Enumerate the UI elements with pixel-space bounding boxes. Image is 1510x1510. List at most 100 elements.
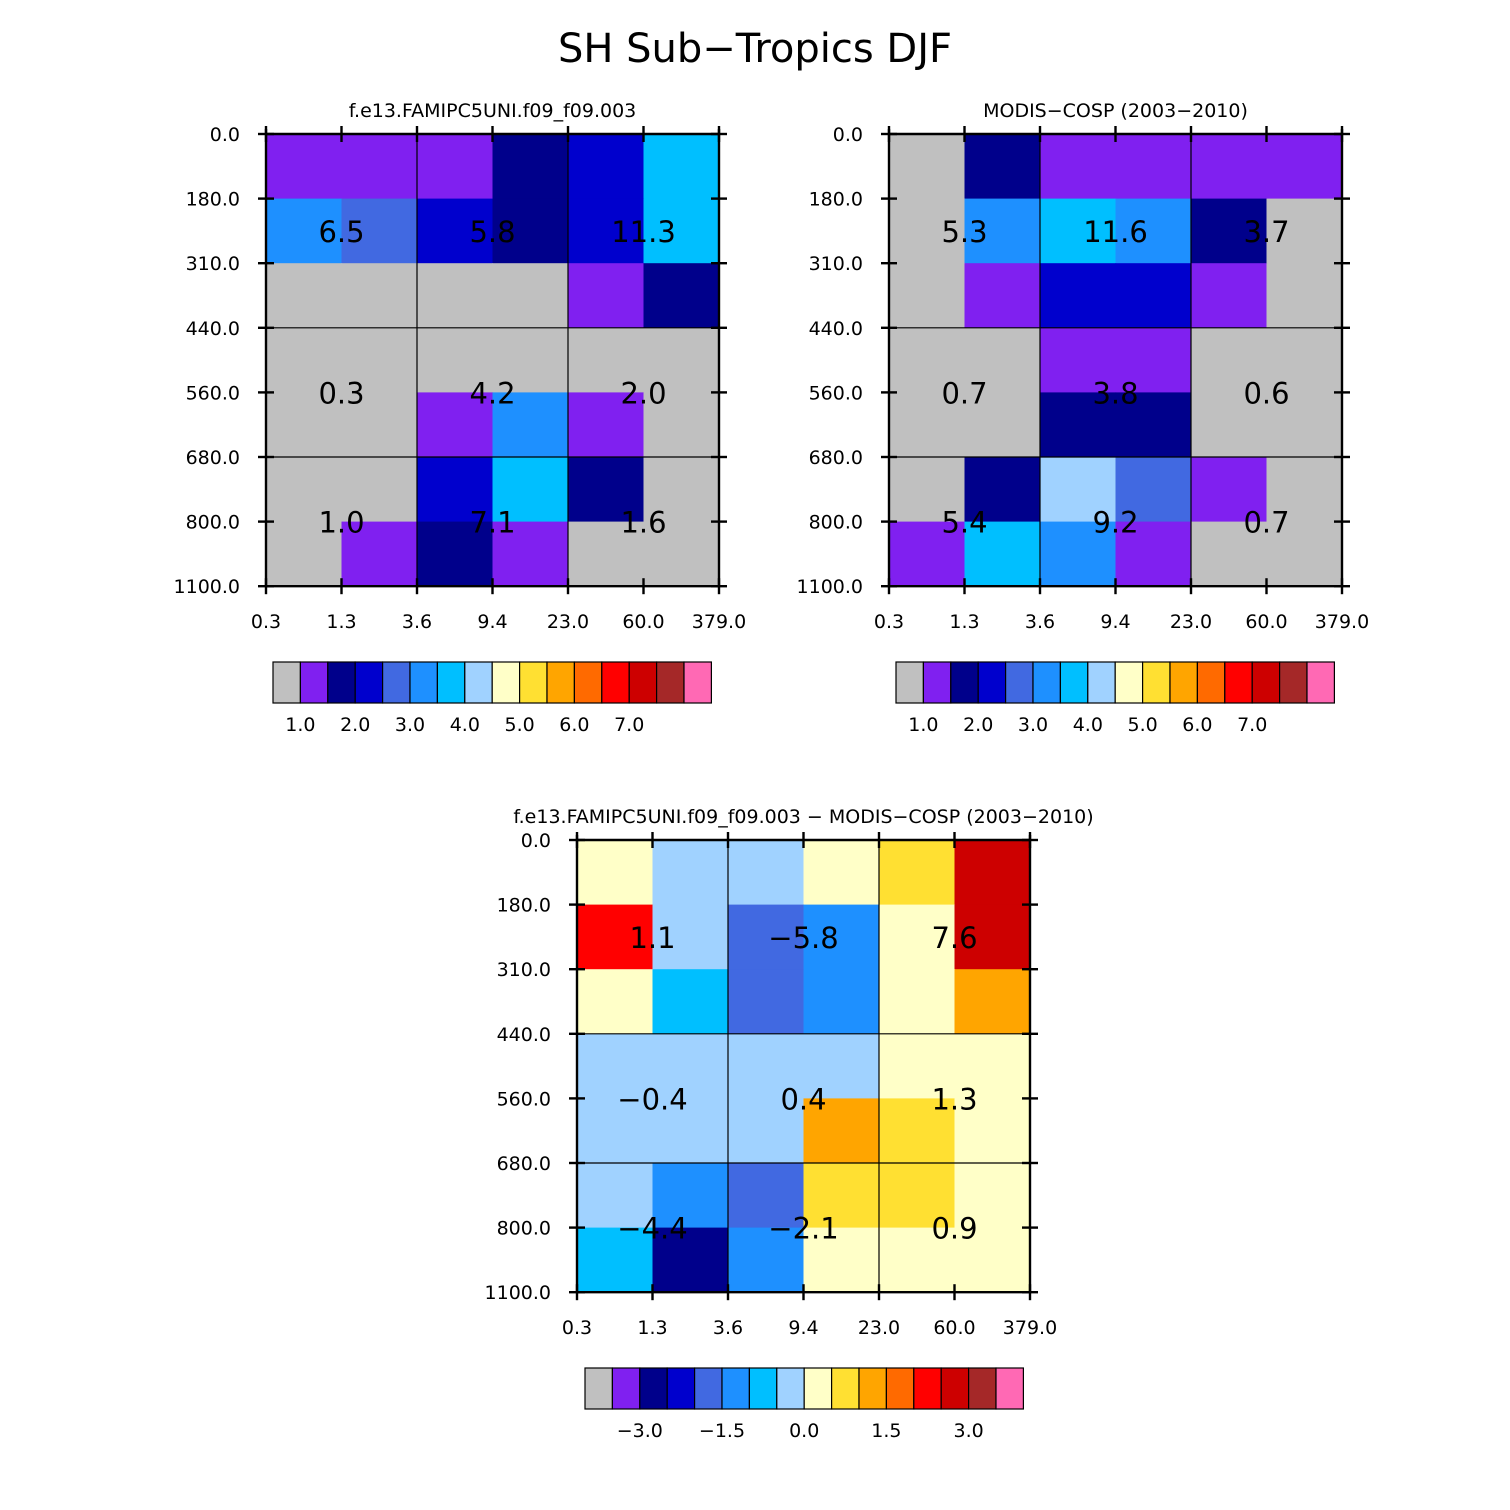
- colorbar-swatch: [601, 661, 630, 704]
- y-tick-label: 680.0: [809, 447, 863, 469]
- colorbar-swatch: [272, 661, 301, 704]
- colorbar-label: 3.0: [1018, 714, 1048, 736]
- colorbar-swatch: [299, 661, 329, 704]
- heatmap-cell: [1266, 263, 1343, 329]
- heatmap-cell: [652, 1227, 729, 1293]
- x-tick-label: 1.3: [637, 1317, 667, 1339]
- heatmap-cell: [889, 263, 966, 329]
- heatmap-cell: [341, 263, 418, 329]
- heatmap-cell: [964, 392, 1041, 458]
- heatmap-cell: [728, 1163, 805, 1229]
- heatmap-cell: [1040, 521, 1117, 587]
- heatmap-cell: [964, 457, 1041, 523]
- heatmap-cell: [879, 840, 956, 906]
- panel-title: f.e13.FAMIPC5UNI.f09_f09.003 − MODIS−COS…: [513, 806, 1093, 828]
- x-tick-label: 3.6: [1025, 611, 1055, 633]
- heatmap-cell: [643, 521, 720, 587]
- heatmap-cell: [879, 1163, 956, 1229]
- heatmap-cell: [954, 840, 1031, 906]
- colorbar-label: 7.0: [614, 714, 644, 736]
- colorbar-swatch: [1251, 661, 1281, 704]
- colorbar: 1.0 2.0 3.0 4.0 5.0 6.0 7.0: [895, 661, 1335, 736]
- colorbar-swatch: [1059, 661, 1089, 704]
- heatmap-cell: [266, 392, 343, 458]
- heatmap-cell: [1191, 198, 1268, 264]
- heatmap-cell: [1040, 392, 1117, 458]
- y-tick-label: 180.0: [497, 895, 551, 917]
- heatmap-cell: [964, 263, 1041, 329]
- group-total-label: 11.3: [611, 215, 676, 249]
- heatmap-cell: [1191, 263, 1268, 329]
- heatmap-cell: [568, 457, 645, 523]
- colorbar-label: 5.0: [504, 714, 534, 736]
- colorbar-swatch: [1224, 661, 1253, 704]
- colorbar-swatch: [546, 661, 575, 704]
- x-tick-label: 60.0: [1245, 611, 1287, 633]
- y-tick-label: 1100.0: [174, 576, 240, 598]
- y-tick-label: 0.0: [210, 124, 240, 146]
- x-tick-label: 379.0: [1315, 611, 1369, 633]
- heatmap-cell: [652, 904, 729, 970]
- heatmap-cell: [643, 134, 720, 200]
- heatmap-cell: [417, 198, 494, 264]
- heatmap-cell: [954, 904, 1031, 970]
- colorbar-swatch: [721, 1367, 750, 1410]
- heatmap-cell: [492, 521, 569, 587]
- heatmap-cell: [964, 327, 1041, 393]
- heatmap-cell: [889, 457, 966, 523]
- heatmap-cell: [1115, 521, 1192, 587]
- heatmap-cell: [568, 263, 645, 329]
- colorbar-swatch: [436, 661, 466, 704]
- colorbar-swatch: [1114, 661, 1144, 704]
- heatmap-cell: [417, 392, 494, 458]
- heatmap-cell: [728, 840, 805, 906]
- heatmap-cell: [803, 1098, 880, 1164]
- colorbar-swatch: [776, 1367, 805, 1410]
- group-total-label: 1.3: [931, 1082, 977, 1116]
- heatmap-cell: [652, 969, 729, 1035]
- group-total-label: −2.1: [768, 1212, 838, 1246]
- heatmap-cell: [577, 969, 654, 1035]
- colorbar-swatch: [885, 1367, 915, 1410]
- heatmap-cell: [643, 392, 720, 458]
- panel-3: 1.1 −5.8 7.6 −0.4 0.4 1.3 −4.4 −2.1 0.9 0.0 180.0 3…: [485, 806, 1094, 1442]
- heatmap-cell: [1115, 457, 1192, 523]
- y-tick-label: 560.0: [809, 382, 863, 404]
- y-tick-label: 800.0: [809, 512, 863, 534]
- heatmap-cell: [266, 134, 343, 200]
- heatmap-cell: [1040, 327, 1117, 393]
- heatmap-cell: [417, 327, 494, 393]
- colorbar-label: 4.0: [450, 714, 480, 736]
- heatmap-cell: [1266, 521, 1343, 587]
- x-tick-label: 23.0: [547, 611, 589, 633]
- heatmap-cell: [1191, 521, 1268, 587]
- colorbar-swatch: [1169, 661, 1198, 704]
- panel-2: 5.3 11.6 3.7 0.7 3.8 0.6 5.4 9.2 0.7 0.0 180.0 310.…: [797, 100, 1370, 736]
- colorbar-label: 7.0: [1237, 714, 1267, 736]
- x-tick-label: 3.6: [713, 1317, 743, 1339]
- group-total-label: 11.6: [1083, 215, 1148, 249]
- x-tick-label: 60.0: [933, 1317, 975, 1339]
- y-tick-label: 440.0: [809, 318, 863, 340]
- heatmap-cell: [1266, 392, 1343, 458]
- heatmap-cell: [879, 904, 956, 970]
- colorbar-swatch: [464, 661, 493, 704]
- heatmap-cell: [1040, 198, 1117, 264]
- colorbar-swatch: [858, 1367, 887, 1410]
- colorbar-label: 3.0: [953, 1420, 983, 1442]
- group-total-label: 0.3: [318, 376, 364, 410]
- colorbar-swatch: [967, 1367, 997, 1410]
- group-total-label: 5.4: [941, 506, 987, 540]
- heatmap-cell: [879, 1098, 956, 1164]
- colorbar: 1.0 2.0 3.0 4.0 5.0 6.0 7.0: [272, 661, 712, 736]
- group-total-label: 1.0: [318, 506, 364, 540]
- y-tick-label: 800.0: [497, 1218, 551, 1240]
- group-total-label: 0.6: [1243, 376, 1289, 410]
- y-tick-label: 440.0: [186, 318, 240, 340]
- x-tick-label: 3.6: [402, 611, 432, 633]
- heatmap-cell: [417, 134, 494, 200]
- colorbar-swatch: [1306, 661, 1335, 704]
- y-tick-label: 310.0: [186, 253, 240, 275]
- x-tick-label: 9.4: [1100, 611, 1130, 633]
- heatmap-cell: [577, 1227, 654, 1293]
